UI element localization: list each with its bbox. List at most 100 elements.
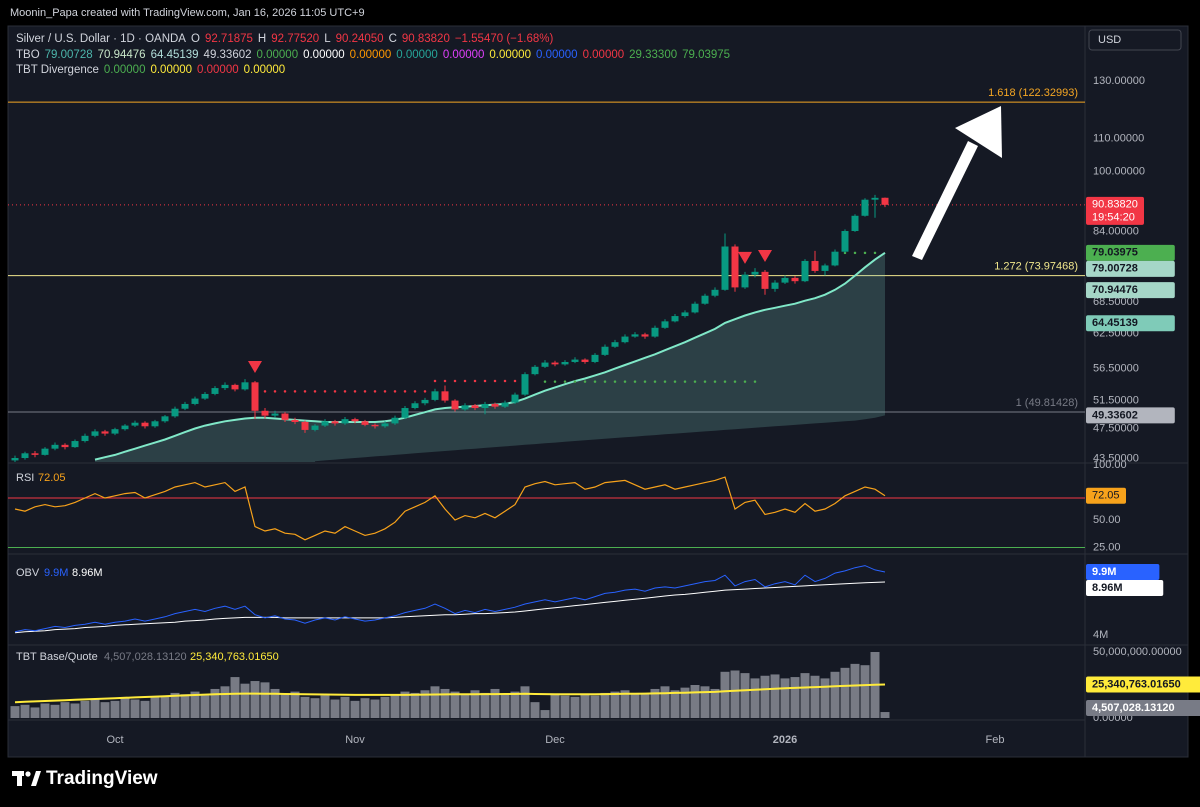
- candle-body: [361, 421, 369, 425]
- fib-label: 1.618 (122.32993): [988, 87, 1078, 99]
- candle-body: [671, 316, 679, 322]
- y-tick-label: 130.00000: [1093, 75, 1145, 87]
- volume-ma-line: [14, 683, 886, 704]
- candle-body: [801, 260, 809, 282]
- volume-bar: [560, 695, 570, 718]
- volume-bar: [790, 677, 800, 718]
- volume-bar: [760, 675, 770, 718]
- volume-bar: [680, 687, 690, 718]
- logo-icon: [12, 771, 41, 786]
- volume-bar: [400, 691, 410, 718]
- volume-bar: [450, 691, 460, 718]
- legend-item: Silver / U.S. Dollar · 1D · OANDA: [16, 33, 186, 45]
- rsi-current-label: 72.05: [1092, 490, 1120, 502]
- volume-name: TBT Base/Quote: [16, 651, 98, 663]
- volume-bar: [500, 694, 510, 718]
- y-tick-label: 51.50000: [1093, 394, 1139, 406]
- tbo-value: 29.33300: [629, 49, 678, 61]
- price-label: 49.33602: [1092, 409, 1138, 421]
- candle-body: [111, 429, 119, 434]
- tbo-legend: TBO 79.00728 70.94476 64.45139 49.33602 0.000…: [16, 49, 735, 61]
- obv-ma-current: 8.96M: [72, 567, 103, 579]
- candle-body: [611, 342, 619, 347]
- legend-item: −1.55470 (−1.68%): [454, 33, 554, 45]
- candle-body: [441, 391, 449, 401]
- plot: 130.00000 110.00000 100.00000 84.00000 68.50…: [8, 75, 1200, 746]
- volume-bar: [430, 686, 440, 718]
- candle-body: [401, 408, 409, 418]
- candle-body: [641, 334, 649, 337]
- candle-body: [501, 402, 509, 407]
- volume-bar: [480, 692, 490, 718]
- x-tick-label: Oct: [106, 734, 123, 746]
- volume-ma-current: 25,340,763.01650: [190, 651, 279, 663]
- volume-bar: [610, 691, 620, 718]
- candle-body: [351, 419, 359, 422]
- candle-body: [211, 388, 219, 394]
- candle-body: [251, 382, 259, 411]
- legend-item: O: [190, 33, 200, 45]
- volume-bar: [330, 699, 340, 718]
- candle-body: [791, 277, 799, 282]
- volume-bar: [120, 698, 130, 718]
- obv-tick-label: 4M: [1093, 629, 1108, 641]
- countdown: 19:54:20: [1092, 212, 1135, 224]
- volume-bar: [290, 691, 300, 718]
- candle-body: [481, 403, 489, 409]
- volume-bar: [770, 674, 780, 718]
- candle-body: [711, 289, 719, 296]
- candle-body: [771, 282, 779, 289]
- tbo-value: 49.33602: [203, 49, 252, 61]
- candle-body: [271, 413, 279, 416]
- tbo-value: 0.00000: [256, 49, 299, 61]
- volume-bar: [300, 696, 310, 718]
- volume-bar: [820, 678, 830, 718]
- volume-bar: [200, 695, 210, 718]
- volume-bar: [210, 688, 220, 718]
- candle-body: [701, 295, 709, 304]
- price-label: 70.94476: [1092, 284, 1138, 296]
- volume-bar: [700, 686, 710, 718]
- volume-bar: [780, 678, 790, 718]
- obv-ma-line: [14, 581, 886, 634]
- x-tick-label: Feb: [986, 734, 1005, 746]
- candle-body: [651, 327, 659, 337]
- y-tick-label: 84.00000: [1093, 226, 1139, 238]
- y-tick-label: 47.50000: [1093, 422, 1139, 434]
- volume-bar: [640, 694, 650, 718]
- rsi-tick-label: 25.00: [1093, 541, 1121, 553]
- candle-body: [31, 453, 39, 455]
- candle-body: [621, 336, 629, 343]
- candle-body: [541, 362, 549, 367]
- volume-bar: [180, 694, 190, 718]
- volume-bar: [270, 688, 280, 718]
- logo-part: [17, 771, 22, 786]
- volume-ma-label-box: [1086, 676, 1200, 693]
- tbo-value: 79.00728: [44, 49, 93, 61]
- tbo-value: 0.00000: [349, 49, 392, 61]
- candle-body: [431, 391, 439, 400]
- candle-body: [71, 441, 79, 448]
- volume-bar: [10, 706, 20, 718]
- candle-body: [521, 374, 529, 395]
- tbo-value: 79.03975: [682, 49, 731, 61]
- candle-body: [691, 303, 699, 313]
- candle-body: [51, 444, 59, 449]
- obv-label: 9.9M: [1092, 566, 1116, 578]
- candle-body: [151, 421, 159, 427]
- candle-body: [461, 405, 469, 410]
- candle-body: [821, 265, 829, 271]
- volume-bar: [220, 686, 230, 718]
- candle-body: [291, 419, 299, 422]
- x-tick-label: 2026: [773, 734, 797, 746]
- volume-current: 4,507,028.13120: [104, 651, 187, 663]
- fib-label: 1 (49.81428): [1016, 397, 1078, 409]
- volume-bar: [230, 677, 240, 718]
- rsi-tick-label: 100.00: [1093, 459, 1127, 471]
- candle-body: [121, 425, 129, 430]
- volume-bar: [520, 686, 530, 718]
- y-tick-label: 110.00000: [1093, 133, 1144, 145]
- candle-body: [231, 384, 239, 390]
- candle-body: [681, 312, 689, 317]
